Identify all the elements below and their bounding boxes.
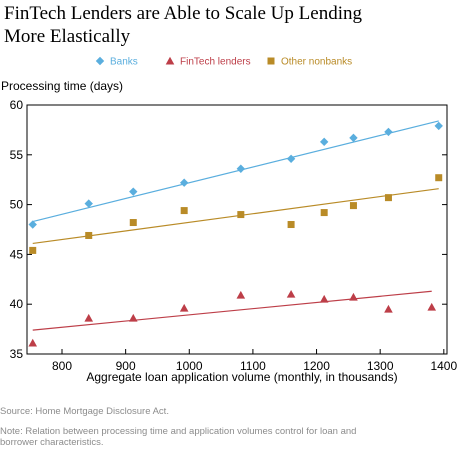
y-tick-label: 55 — [10, 148, 24, 162]
legend-label: FinTech lenders — [180, 57, 251, 68]
legend-marker — [267, 57, 275, 65]
data-point — [434, 121, 443, 131]
plot-frame — [26, 104, 448, 355]
y-tick-label: 40 — [10, 297, 24, 311]
data-point — [84, 199, 93, 208]
data-point — [384, 304, 393, 313]
x-axis-title: Aggregate loan application volume (month… — [86, 370, 397, 384]
x-tick-label: 800 — [52, 359, 72, 373]
y-tick-label: 35 — [10, 347, 24, 361]
data-point — [236, 164, 246, 173]
data-point — [128, 313, 138, 322]
legend-marker — [165, 56, 175, 65]
data-point — [349, 202, 357, 210]
chart-title-line2: More Elastically — [4, 26, 131, 47]
data-point — [179, 178, 189, 187]
data-point — [236, 290, 246, 299]
data-point — [28, 220, 37, 229]
legend-marker — [95, 56, 105, 66]
trend-line — [32, 290, 432, 331]
data-point — [129, 219, 137, 227]
data-point — [287, 221, 295, 229]
chart-title-line1: FinTech Lenders are Able to Scale Up Len… — [4, 3, 362, 24]
x-tick-label: 1000 — [176, 359, 203, 373]
trend-line — [32, 188, 439, 245]
x-tick-label: 1100 — [240, 359, 266, 373]
data-point — [319, 294, 329, 303]
data-point — [129, 187, 138, 196]
methodology-note-line2: borrower characteristics. — [0, 437, 104, 448]
data-point — [319, 137, 329, 147]
data-point — [384, 127, 393, 137]
x-tick-label: 1200 — [303, 359, 330, 373]
y-axis-title: Processing time (days) — [1, 79, 123, 93]
data-point — [28, 338, 38, 347]
data-point — [349, 133, 358, 143]
legend-label: Banks — [110, 57, 138, 68]
data-point — [84, 313, 94, 322]
x-tick-label: 1400 — [430, 359, 457, 373]
data-point — [349, 292, 358, 301]
data-point — [286, 289, 296, 298]
data-point — [179, 303, 189, 312]
legend-label: Other nonbanks — [281, 57, 352, 68]
methodology-note-line1: Note: Relation between processing time a… — [0, 426, 357, 437]
scatter-chart: 35 40 45 50 55 60 800 900 1000 1100 1200 1300 1400 Pr… — [1, 56, 457, 385]
chart-title: FinTech Lenders are Able to Scale Up Len… — [4, 2, 444, 48]
source-note: Source: Home Mortgage Disclosure Act. — [0, 406, 169, 417]
data-point — [320, 209, 328, 217]
x-tick-label: 1300 — [367, 359, 394, 373]
data-point — [85, 231, 93, 239]
y-tick-label: 60 — [10, 98, 24, 112]
footnotes: Source: Home Mortgage Disclosure Act. No… — [0, 406, 455, 448]
data-point — [286, 154, 296, 163]
trend-line — [32, 120, 439, 223]
data-point — [237, 211, 245, 219]
x-tick-label: 900 — [116, 359, 136, 373]
data-point — [427, 302, 437, 311]
data-point — [29, 246, 37, 254]
data-point — [180, 207, 188, 215]
data-point — [384, 194, 392, 202]
y-tick-label: 45 — [10, 247, 24, 261]
y-tick-label: 50 — [10, 198, 24, 212]
data-point — [435, 174, 443, 182]
